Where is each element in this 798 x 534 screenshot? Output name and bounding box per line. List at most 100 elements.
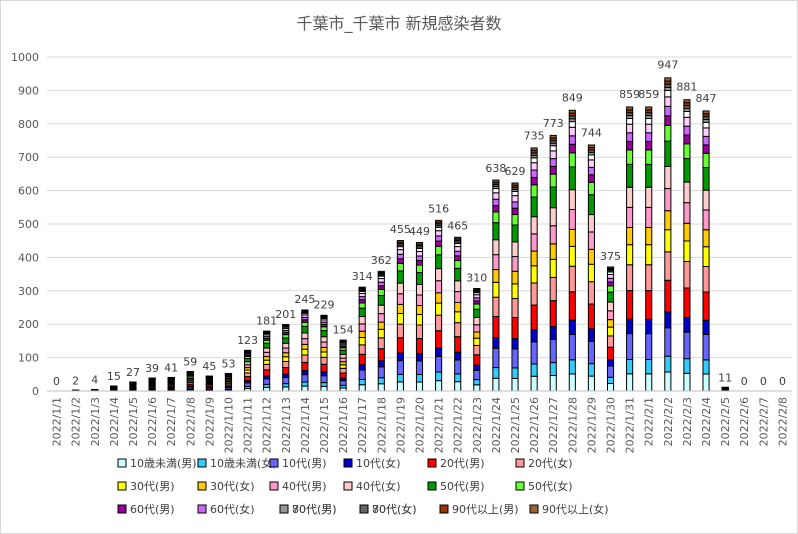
- x-tick-label: 2022/1/21: [433, 397, 446, 453]
- bar-segment: [664, 165, 672, 190]
- x-tick-label: 2022/1/8: [184, 397, 197, 446]
- bar-segment: [530, 162, 538, 171]
- bar-segment: [377, 294, 385, 306]
- bar-segment: [435, 380, 443, 392]
- x-tick-label: 2022/1/5: [127, 397, 140, 446]
- data-label: 638: [485, 162, 506, 175]
- bar-segment: [301, 374, 309, 383]
- bar-segment: [530, 157, 538, 164]
- bar-segment: [263, 330, 271, 333]
- bar-segment: [511, 224, 519, 243]
- bar-segment: [530, 184, 538, 198]
- bar-segment: [626, 333, 634, 360]
- x-tick-label: 2022/2/1: [643, 397, 656, 446]
- bar-segment: [549, 165, 557, 175]
- bar-segment: [702, 333, 710, 361]
- bar-segment: [377, 270, 385, 274]
- bar-segment: [645, 226, 653, 246]
- legend-swatch: [117, 504, 127, 514]
- bar-segment: [454, 373, 462, 383]
- bar-segment: [511, 298, 519, 318]
- bar-segment: [492, 222, 500, 241]
- bar-segment: [435, 314, 443, 332]
- bar-segment: [301, 361, 309, 372]
- bar-segment: [511, 316, 519, 339]
- bar-segment: [415, 338, 424, 355]
- bar-segment: [492, 337, 500, 349]
- bar-segment: [301, 325, 309, 334]
- bar-segment: [626, 206, 634, 228]
- y-tick-label: 800: [18, 118, 39, 131]
- x-tick-label: 2022/1/14: [299, 397, 312, 453]
- bar-segment: [511, 182, 519, 186]
- bar-segment: [282, 352, 290, 358]
- bar-segment: [415, 284, 424, 296]
- bar-segment: [530, 282, 538, 306]
- bar-segment: [606, 277, 615, 283]
- bar-segment: [454, 250, 462, 257]
- bar-segment: [645, 244, 653, 266]
- bar-segment: [587, 166, 595, 176]
- x-tick-label: 2022/1/23: [471, 397, 484, 453]
- bar-segment: [645, 373, 653, 392]
- bar-segment: [626, 140, 634, 151]
- data-label: 59: [183, 355, 197, 368]
- bar-segment: [664, 115, 672, 126]
- y-tick-label: 100: [18, 352, 39, 365]
- bar-segment: [511, 283, 519, 300]
- data-label: 15: [107, 370, 121, 383]
- y-tick-label: 500: [18, 218, 39, 231]
- bar-segment: [702, 167, 710, 191]
- y-tick-label: 200: [18, 318, 39, 331]
- bar-segment: [320, 375, 328, 384]
- data-label: 849: [562, 91, 583, 104]
- bar-segment: [530, 169, 538, 178]
- bar-segment: [568, 143, 576, 154]
- bar-segment: [454, 267, 462, 282]
- data-label: 0: [779, 375, 786, 388]
- bar-segment: [702, 121, 710, 129]
- bar-segment: [664, 105, 672, 117]
- bar-segment: [320, 314, 328, 317]
- bar-segment: [377, 328, 385, 339]
- bar-segment: [702, 135, 710, 146]
- bar-segment: [511, 377, 519, 392]
- bar-segment: [530, 176, 538, 186]
- bar-segment: [626, 264, 634, 292]
- bar-segment: [606, 310, 615, 321]
- bar-segment: [244, 372, 252, 378]
- legend-swatch: [427, 481, 437, 491]
- bar-segment: [645, 123, 653, 134]
- bar-segment: [549, 300, 557, 327]
- legend-swatch: [269, 458, 279, 468]
- x-tick-label: 2022/1/4: [108, 397, 121, 446]
- x-tick-label: 2022/1/11: [242, 397, 255, 453]
- bar-segment: [549, 243, 557, 260]
- bar-segment: [396, 249, 404, 255]
- legend-label: 80代(女): [372, 502, 417, 516]
- bar-segment: [645, 106, 653, 111]
- data-label: 947: [657, 59, 678, 72]
- bar-segment: [568, 319, 576, 335]
- bar-segment: [702, 359, 710, 375]
- bar-segment: [549, 362, 557, 377]
- bar-segment: [568, 209, 576, 230]
- bar-segment: [473, 287, 481, 291]
- bar-segment: [626, 373, 634, 392]
- bar-segment: [683, 331, 691, 360]
- bar-segment: [606, 326, 615, 337]
- legend-swatch: [197, 504, 207, 514]
- bar-segment: [606, 365, 615, 378]
- bar-segment: [587, 174, 595, 183]
- x-tick-label: 2022/2/5: [719, 397, 732, 446]
- bar-segment: [702, 291, 710, 321]
- bar-segment: [301, 309, 309, 312]
- data-label: 516: [428, 203, 449, 216]
- bar-segment: [454, 322, 462, 338]
- bar-segment: [626, 318, 634, 335]
- bar-segment: [702, 189, 710, 211]
- legend-swatch: [439, 504, 449, 514]
- data-label: 154: [333, 324, 354, 337]
- bar-segment: [568, 245, 576, 267]
- bar-segment: [396, 262, 404, 272]
